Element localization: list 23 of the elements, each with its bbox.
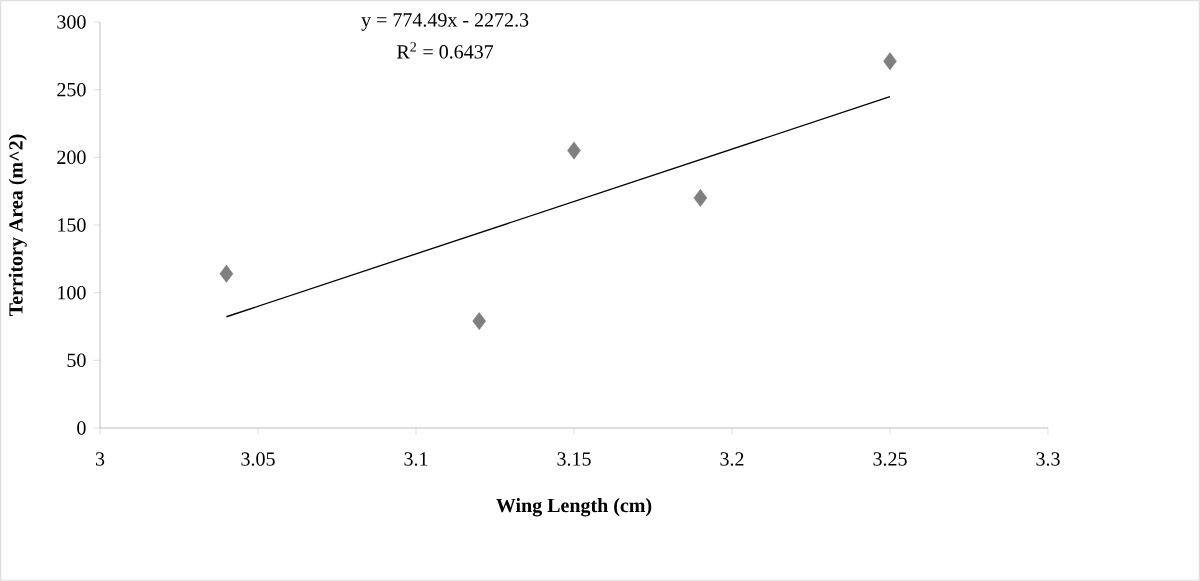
y-tick-label: 150: [58, 218, 86, 232]
x-tick-label: 3.15: [557, 452, 591, 466]
annotation: y = 774.49x - 2272.3: [361, 13, 529, 31]
x-tick-label: 3: [95, 452, 105, 466]
x-tick-label: 3.3: [1036, 452, 1060, 466]
y-tick-label: 200: [57, 150, 86, 165]
point: [693, 188, 708, 207]
y-tick-label: 250: [57, 82, 86, 97]
y-tick-label: 100: [58, 285, 86, 300]
y-tick-label: 300: [57, 15, 86, 29]
x-tick-label: 3.1: [404, 452, 428, 466]
y-tick-label: 0: [77, 421, 86, 435]
x-tick-label: 3.2: [720, 452, 744, 466]
point: [472, 312, 486, 331]
x-axis-title: Wing Length (cm): [496, 498, 652, 517]
x-tick-label: 3.25: [873, 452, 907, 466]
point: [219, 264, 234, 283]
y-axis-title: Territory Area (m^2): [8, 134, 27, 317]
point: [567, 141, 581, 160]
x-tick-label: 3.05: [241, 452, 275, 466]
annotation: R$^{2}$ = 0.6437: [397, 42, 494, 59]
point: [883, 52, 897, 71]
y-tick-label: 50: [67, 353, 86, 368]
